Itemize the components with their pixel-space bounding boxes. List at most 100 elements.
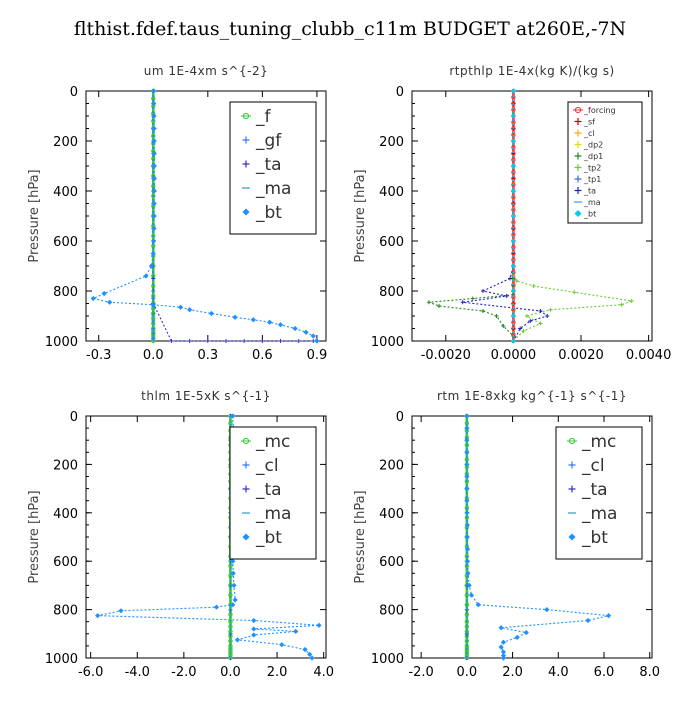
data-point bbox=[464, 486, 470, 492]
legend-label: _ma bbox=[255, 179, 291, 199]
y-tick-label: 200 bbox=[379, 135, 404, 150]
y-tick-label: 600 bbox=[53, 235, 78, 250]
data-point bbox=[548, 307, 553, 312]
x-tick-label: -2.0 bbox=[171, 665, 196, 680]
data-point bbox=[480, 289, 485, 293]
data-point bbox=[504, 294, 509, 298]
data-point bbox=[177, 304, 184, 310]
data-point bbox=[466, 582, 472, 588]
legend-marker bbox=[568, 485, 576, 493]
legend-marker bbox=[574, 152, 582, 160]
legend-marker bbox=[568, 461, 576, 469]
data-point bbox=[510, 88, 517, 94]
data-point bbox=[464, 479, 470, 484]
data-point bbox=[518, 326, 523, 331]
data-point bbox=[309, 655, 315, 661]
series-bt bbox=[90, 88, 320, 344]
data-point bbox=[232, 597, 238, 603]
data-point bbox=[464, 619, 470, 624]
legend-marker bbox=[242, 461, 250, 469]
y-tick-label: 800 bbox=[53, 604, 78, 619]
data-point bbox=[464, 638, 470, 644]
chart-panel-1: um 1E-4xm s^{-2} Pressure [hPa] 0 200 400 600… bbox=[27, 64, 327, 363]
legend-marker bbox=[574, 141, 582, 148]
chart-panel-2: rtpthlp 1E-4x(kg K)/(kg s) Pressure [hPa]… bbox=[353, 64, 671, 363]
data-point bbox=[292, 325, 298, 332]
data-point bbox=[521, 329, 526, 333]
data-point bbox=[151, 233, 156, 239]
data-point bbox=[538, 321, 543, 326]
data-point bbox=[464, 546, 471, 552]
series-line bbox=[462, 91, 549, 342]
y-tick-label: 1000 bbox=[45, 652, 78, 667]
data-point bbox=[470, 296, 475, 301]
x-tick-label: -0.0020 bbox=[421, 348, 471, 363]
data-point bbox=[531, 284, 536, 288]
x-tick-label: 8.0 bbox=[639, 665, 660, 680]
data-point bbox=[464, 425, 470, 431]
y-tick-label: 800 bbox=[379, 604, 404, 619]
data-point bbox=[151, 188, 157, 194]
data-point bbox=[464, 522, 470, 528]
x-tick-label: 4.0 bbox=[548, 665, 569, 680]
y-tick-label: 200 bbox=[379, 458, 404, 473]
legend: _mc _cl _ta _ma _bt bbox=[229, 426, 317, 560]
data-point bbox=[437, 304, 442, 308]
data-point bbox=[511, 245, 516, 250]
x-tick-label: 2.0 bbox=[502, 665, 523, 680]
data-point bbox=[510, 338, 517, 344]
data-point bbox=[267, 319, 273, 325]
x-tick-label: -4.0 bbox=[125, 665, 150, 680]
data-point bbox=[464, 650, 470, 656]
x-tick-label: 0.0020 bbox=[558, 348, 604, 363]
data-point bbox=[250, 317, 256, 323]
data-point bbox=[231, 582, 237, 588]
series-bt bbox=[464, 413, 612, 661]
data-point bbox=[510, 313, 517, 319]
data-point bbox=[224, 339, 228, 343]
data-point bbox=[475, 602, 481, 608]
data-point bbox=[228, 650, 233, 656]
data-point bbox=[464, 461, 470, 467]
data-point bbox=[187, 339, 192, 343]
x-tick-label: -2.0 bbox=[408, 665, 433, 680]
data-point bbox=[151, 88, 157, 94]
data-point bbox=[279, 642, 285, 648]
data-point bbox=[605, 613, 612, 619]
data-point bbox=[151, 133, 156, 139]
y-tick-label: 1000 bbox=[45, 335, 78, 350]
y-tick-label: 400 bbox=[53, 507, 78, 522]
x-tick-label: 0.0 bbox=[220, 665, 241, 680]
legend-label: _ta bbox=[583, 187, 596, 196]
data-point bbox=[101, 290, 107, 297]
chart-title: thlm 1E-5xK s^{-1} bbox=[141, 389, 271, 403]
legend-label: _ma bbox=[581, 504, 617, 524]
y-tick-label: 0 bbox=[396, 410, 404, 425]
legend-marker bbox=[242, 533, 250, 541]
data-point bbox=[278, 339, 283, 343]
chart-panel-4: rtm 1E-8xkg kg^{-1} s^{-1} Pressure [hPa]… bbox=[353, 389, 660, 680]
data-point bbox=[523, 629, 529, 636]
legend-label: _forcing bbox=[583, 106, 616, 115]
data-point bbox=[242, 339, 247, 343]
data-point bbox=[510, 138, 517, 144]
data-point bbox=[151, 238, 157, 244]
data-point bbox=[90, 295, 96, 302]
data-point bbox=[465, 570, 471, 576]
x-tick-label: 0.0000 bbox=[491, 348, 537, 363]
chart-title: rtm 1E-8xkg kg^{-1} s^{-1} bbox=[437, 389, 627, 403]
data-point bbox=[524, 314, 529, 318]
legend-label: _dp1 bbox=[583, 152, 603, 161]
data-point bbox=[510, 188, 517, 194]
data-point bbox=[307, 651, 313, 657]
data-point bbox=[205, 339, 210, 343]
data-point bbox=[150, 302, 156, 308]
data-point bbox=[251, 632, 257, 638]
data-point bbox=[151, 175, 157, 182]
legend-marker bbox=[242, 136, 250, 144]
x-tick-label: 2.0 bbox=[267, 665, 288, 680]
legend-label: _cl bbox=[583, 129, 595, 138]
data-point bbox=[251, 617, 257, 624]
x-tick-label: 4.0 bbox=[313, 665, 334, 680]
